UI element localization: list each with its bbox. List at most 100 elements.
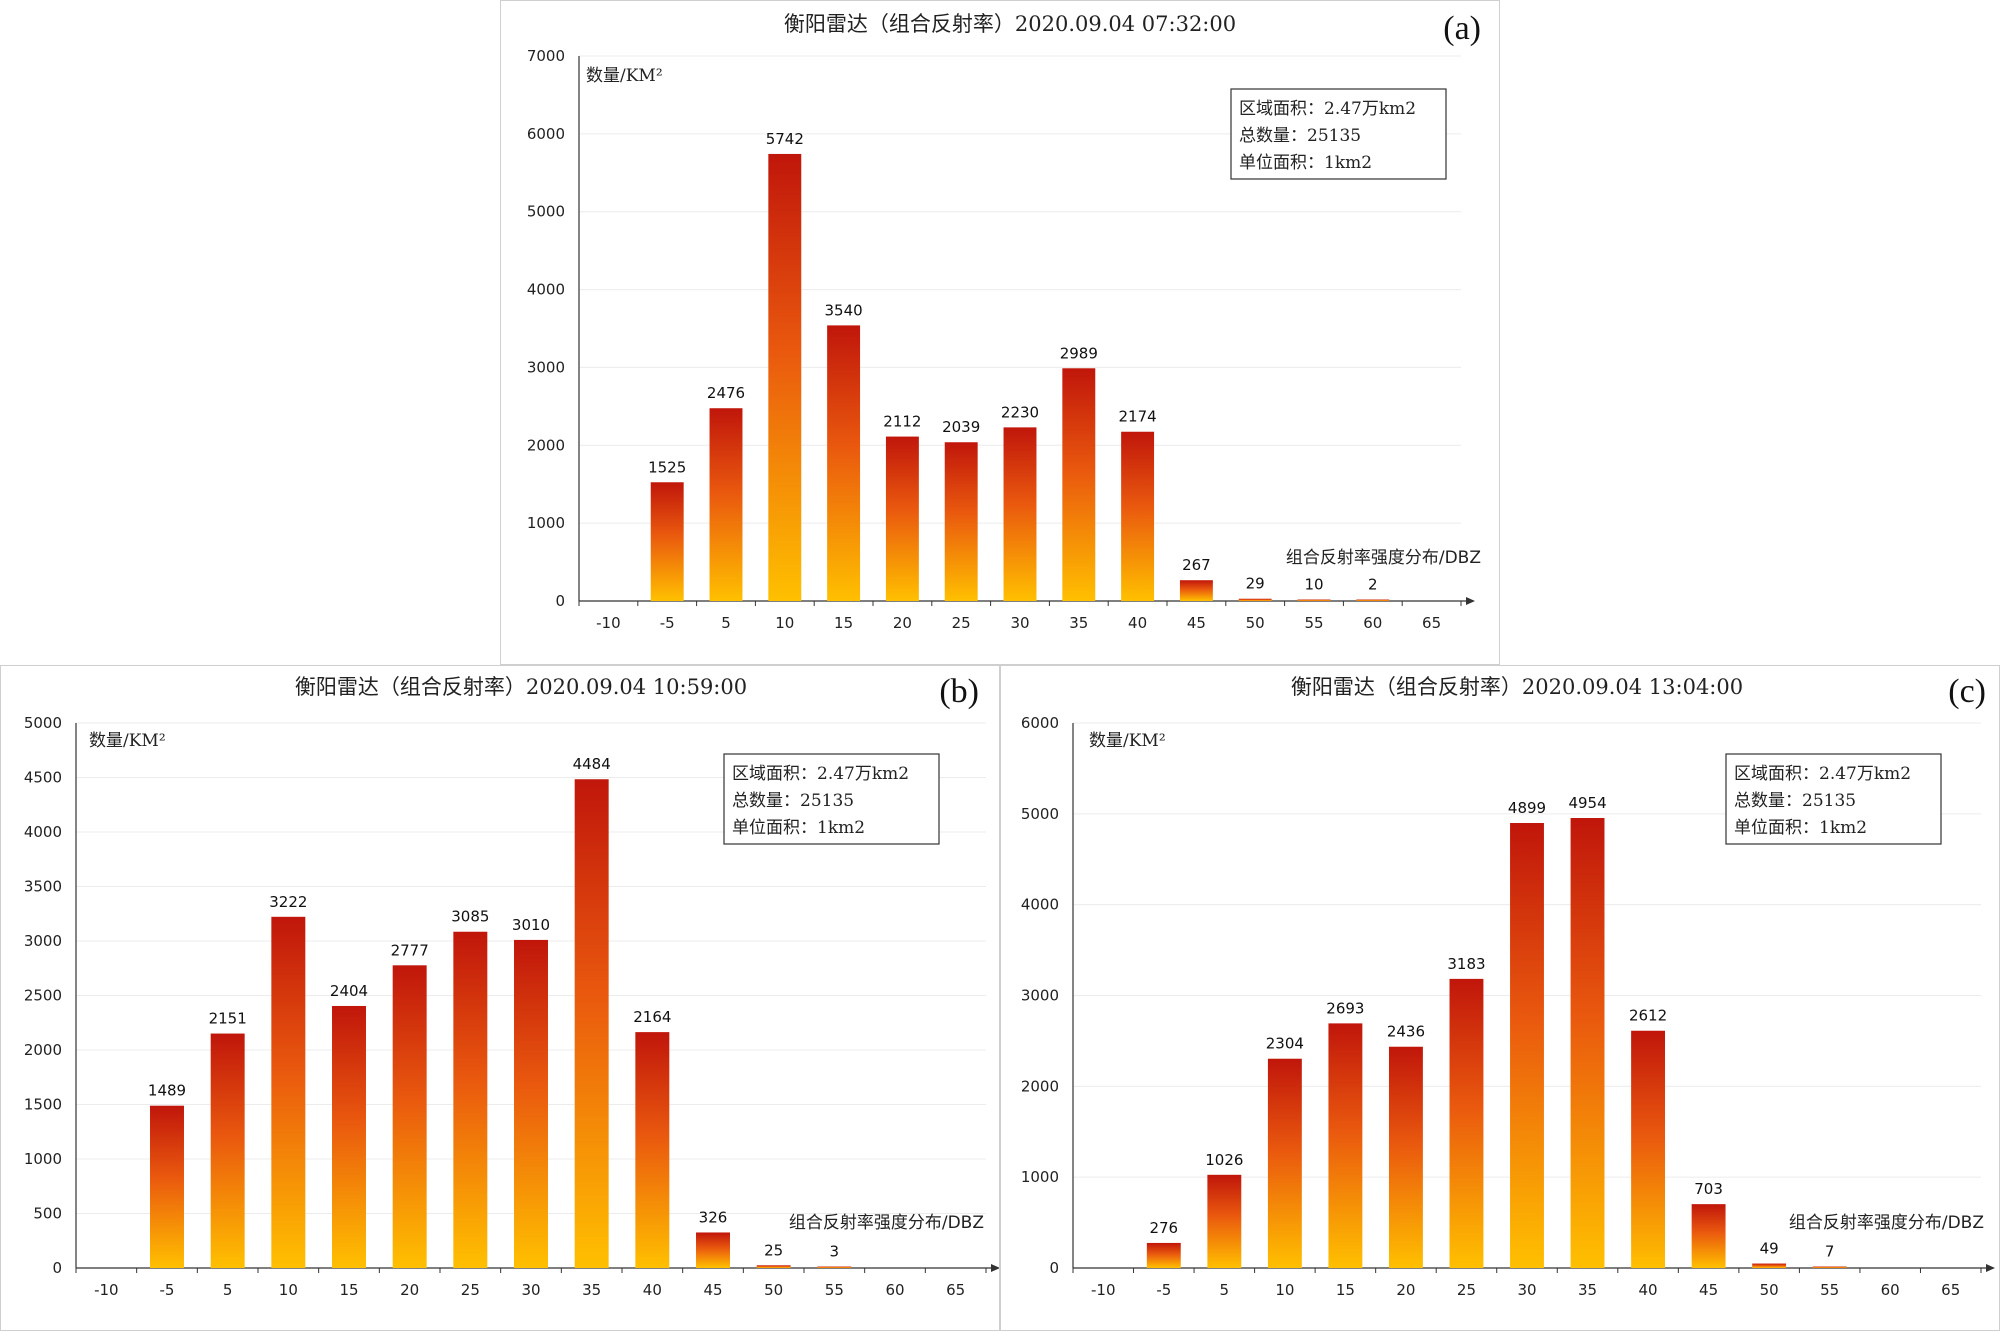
bar [650, 482, 684, 601]
info-box [1230, 88, 1447, 180]
bar-value-label: 4484 [573, 755, 611, 773]
chart-c-svg: 衡阳雷达（组合反射率）2020.09.04 13:04:00 (c) 0 1000 20… [1021, 673, 1995, 1299]
bar [1238, 598, 1272, 601]
bar-value-label: 25 [764, 1241, 783, 1259]
bar-value-label: 1489 [148, 1082, 186, 1100]
y-tick-label: 6000 [1021, 714, 1059, 732]
chart-title: 衡阳雷达（组合反射率）2020.09.04 10:59:00 [295, 675, 747, 699]
bar-value-label: 3222 [269, 893, 307, 911]
panel-tag: (a) [1443, 10, 1481, 47]
y-tick-label: 1000 [1021, 1168, 1059, 1186]
info-box [723, 753, 940, 845]
x-tick-label: 30 [1517, 1281, 1536, 1299]
y-tick-label: 2500 [24, 987, 62, 1005]
y-tick-label: 4000 [527, 281, 565, 299]
x-tick-label: 65 [1941, 1281, 1960, 1299]
x-tick-label: 30 [1010, 614, 1029, 632]
bar [1179, 580, 1213, 601]
bar [1449, 978, 1484, 1268]
bar [1631, 1030, 1666, 1268]
x-tick-label: 60 [1363, 614, 1382, 632]
bar [1003, 427, 1037, 601]
bar [885, 436, 919, 601]
bar [150, 1105, 184, 1268]
bar [709, 408, 743, 601]
x-tick-label: 45 [703, 1281, 722, 1299]
y-tick-label: 3500 [24, 878, 62, 896]
x-tick-label: 65 [1422, 614, 1441, 632]
bar-value-label: 1525 [648, 458, 686, 476]
bar [1510, 823, 1544, 1268]
y-tick-label: 2000 [1021, 1077, 1059, 1095]
x-tick-label: 40 [643, 1281, 662, 1299]
y-tick-label: 500 [33, 1205, 62, 1223]
y-tick-label: 5000 [527, 203, 565, 221]
bar-value-label: 3085 [451, 908, 489, 926]
y-tick-label: 4000 [24, 823, 62, 841]
y-axis-unit-label: 数量/KM² [586, 66, 663, 86]
x-tick-label: 55 [825, 1281, 844, 1299]
bar [1062, 368, 1096, 601]
bar [514, 939, 548, 1268]
x-axis-label: 组合反射率强度分布/DBZ [1286, 548, 1481, 568]
x-tick-label: 60 [1881, 1281, 1900, 1299]
chart-panel-a: 衡阳雷达（组合反射率）2020.09.04 07:32:00 (a) 0 1000 20… [500, 0, 1500, 665]
x-tick-label: 30 [521, 1281, 540, 1299]
bar [1328, 1023, 1363, 1268]
bar-value-label: 3010 [512, 916, 550, 934]
x-tick-label: 15 [339, 1281, 358, 1299]
bar-value-label: 2112 [883, 413, 921, 431]
y-tick-label: 0 [1049, 1259, 1059, 1277]
bar-value-label: 3540 [825, 301, 863, 319]
x-tick-label: 10 [279, 1281, 298, 1299]
bar-value-label: 2039 [942, 418, 980, 436]
x-tick-label: -5 [160, 1281, 175, 1299]
y-tick-label: 3000 [24, 932, 62, 950]
panel-tag: (c) [1948, 673, 1986, 710]
chart-a-svg: 衡阳雷达（组合反射率）2020.09.04 07:32:00 (a) 0 1000 20… [527, 10, 1481, 632]
bar-value-label: 2174 [1119, 408, 1157, 426]
bar-value-label: 3183 [1447, 955, 1485, 973]
x-tick-label: 50 [764, 1281, 783, 1299]
y-tick-label: 3000 [1021, 987, 1059, 1005]
bar-value-label: 267 [1182, 556, 1211, 574]
bar-value-label: 2164 [633, 1008, 671, 1026]
bar-value-label: 2436 [1387, 1023, 1425, 1041]
bar-value-label: 5742 [766, 130, 804, 148]
y-tick-label: 1000 [527, 514, 565, 532]
bar-value-label: 3 [830, 1243, 840, 1261]
bar-value-label: 2476 [707, 384, 745, 402]
bar [332, 1005, 366, 1268]
x-tick-label: 35 [582, 1281, 601, 1299]
x-tick-label: 60 [885, 1281, 904, 1299]
bar [210, 1033, 245, 1268]
bar [817, 1266, 852, 1268]
bar [696, 1232, 730, 1268]
x-tick-label: 50 [1246, 614, 1265, 632]
x-tick-label: 50 [1760, 1281, 1779, 1299]
info-box-line: 总数量：25135 [1239, 126, 1361, 146]
x-axis-label: 组合反射率强度分布/DBZ [1789, 1213, 1984, 1233]
x-tick-label: 5 [223, 1281, 233, 1299]
bar [1356, 599, 1390, 601]
x-tick-label: -10 [1091, 1281, 1116, 1299]
y-tick-label: 1500 [24, 1096, 62, 1114]
panel-tag: (b) [939, 673, 979, 710]
x-tick-label: 15 [834, 614, 853, 632]
bar-value-label: 29 [1246, 575, 1265, 593]
x-axis-arrow-icon [1986, 1264, 1995, 1272]
bar-value-label: 2 [1368, 576, 1378, 594]
x-tick-label: 65 [946, 1281, 965, 1299]
bar-value-label: 7 [1825, 1243, 1835, 1261]
bar-value-label: 2989 [1060, 344, 1098, 362]
x-tick-label: 55 [1820, 1281, 1839, 1299]
x-tick-label: 5 [1220, 1281, 1230, 1299]
bar [574, 779, 609, 1268]
bar [1570, 818, 1605, 1268]
y-tick-label: 2000 [24, 1041, 62, 1059]
x-tick-label: 25 [952, 614, 971, 632]
y-tick-label: 0 [555, 592, 565, 610]
bar-value-label: 2404 [330, 982, 368, 1000]
bar-value-label: 2230 [1001, 403, 1039, 421]
info-box-line: 总数量：25135 [732, 791, 854, 811]
